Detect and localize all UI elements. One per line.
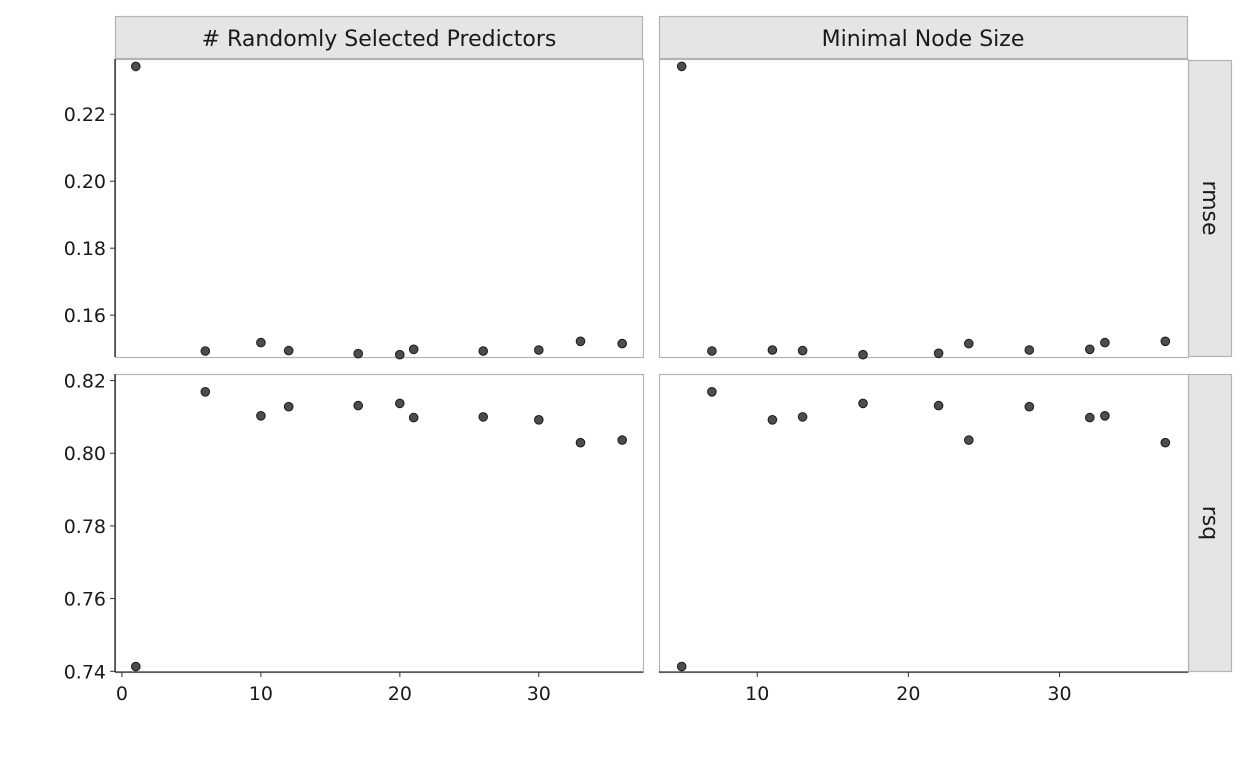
panel-rsq-col1 xyxy=(114,373,645,674)
column-strips: # Randomly Selected Predictors Minimal N… xyxy=(114,15,1189,60)
x-tick-label: 30 xyxy=(1047,683,1071,705)
data-point xyxy=(617,338,628,349)
data-point xyxy=(200,387,211,397)
data-point xyxy=(200,346,211,356)
strip-label-predictors: # Randomly Selected Predictors xyxy=(202,27,557,52)
data-point xyxy=(534,345,544,355)
strip-label-node-size: Minimal Node Size xyxy=(822,27,1025,52)
data-point xyxy=(797,345,808,356)
x-tick-label: 20 xyxy=(388,683,412,705)
data-point xyxy=(1085,344,1095,355)
y-tick-label: 0.76 xyxy=(64,589,106,611)
data-point xyxy=(408,412,419,423)
y-tick-label: 0.16 xyxy=(64,305,106,327)
data-point xyxy=(1100,337,1110,348)
y-tick-label: 0.18 xyxy=(64,238,106,260)
data-point xyxy=(964,338,974,349)
strip-row-rmse: rmse xyxy=(1187,59,1233,358)
points xyxy=(131,61,1171,672)
data-point xyxy=(353,400,364,411)
strip-row-rsq: rsq xyxy=(1187,373,1233,673)
data-point xyxy=(256,337,266,348)
strip-column-2: Minimal Node Size xyxy=(658,15,1189,60)
data-point xyxy=(256,411,266,421)
y-tick-label: 0.22 xyxy=(64,104,106,126)
row-strips: rmse rsq xyxy=(1187,59,1233,673)
x-tick-label: 30 xyxy=(527,683,551,705)
data-point xyxy=(858,398,868,409)
data-point xyxy=(676,661,687,672)
data-point xyxy=(1160,437,1171,448)
x-tick-label: 0 xyxy=(116,683,128,705)
panels xyxy=(114,58,1190,674)
data-point xyxy=(676,61,687,72)
panel-rsq-col2 xyxy=(658,373,1190,674)
y-tick-label: 0.82 xyxy=(64,371,106,393)
data-point xyxy=(1100,411,1110,421)
data-point xyxy=(1160,336,1171,347)
data-point xyxy=(1024,345,1035,355)
data-point xyxy=(707,387,717,397)
data-point xyxy=(1024,401,1035,412)
data-point xyxy=(534,415,544,425)
x-tick-label: 20 xyxy=(896,683,920,705)
strip-column-1: # Randomly Selected Predictors xyxy=(114,15,644,60)
data-point xyxy=(575,336,586,347)
data-point xyxy=(575,437,586,448)
data-point xyxy=(617,435,628,445)
data-point xyxy=(707,346,717,356)
data-point xyxy=(478,412,489,422)
data-point xyxy=(408,344,419,355)
data-point xyxy=(767,415,778,425)
x-tick-label: 10 xyxy=(249,683,273,705)
panel-rmse-col1 xyxy=(114,58,645,359)
strip-label-rsq: rsq xyxy=(1197,506,1222,540)
data-point xyxy=(353,348,364,359)
data-point xyxy=(478,346,489,356)
panel-rmse-col2 xyxy=(658,58,1190,359)
data-point xyxy=(964,435,974,445)
data-point xyxy=(131,661,141,672)
data-point xyxy=(1085,412,1095,423)
y-tick-label: 0.74 xyxy=(64,661,106,683)
data-point xyxy=(933,400,944,411)
y-tick-label: 0.20 xyxy=(64,171,106,193)
data-point xyxy=(395,349,405,360)
y-tick-label: 0.80 xyxy=(64,443,106,465)
x-tick-label: 10 xyxy=(745,683,769,705)
data-point xyxy=(767,345,778,355)
data-point xyxy=(395,398,405,409)
strip-label-rmse: rmse xyxy=(1197,180,1222,235)
axes: 0.16 0.18 0.20 0.22 0.74 0.76 0.78 0.80 0.82 0 10 2… xyxy=(64,59,1188,705)
data-point xyxy=(283,345,294,356)
data-point xyxy=(131,61,141,72)
y-tick-label: 0.78 xyxy=(64,516,106,538)
data-point xyxy=(858,349,868,360)
data-point xyxy=(283,401,294,412)
data-point xyxy=(933,348,944,359)
data-point xyxy=(797,412,808,422)
